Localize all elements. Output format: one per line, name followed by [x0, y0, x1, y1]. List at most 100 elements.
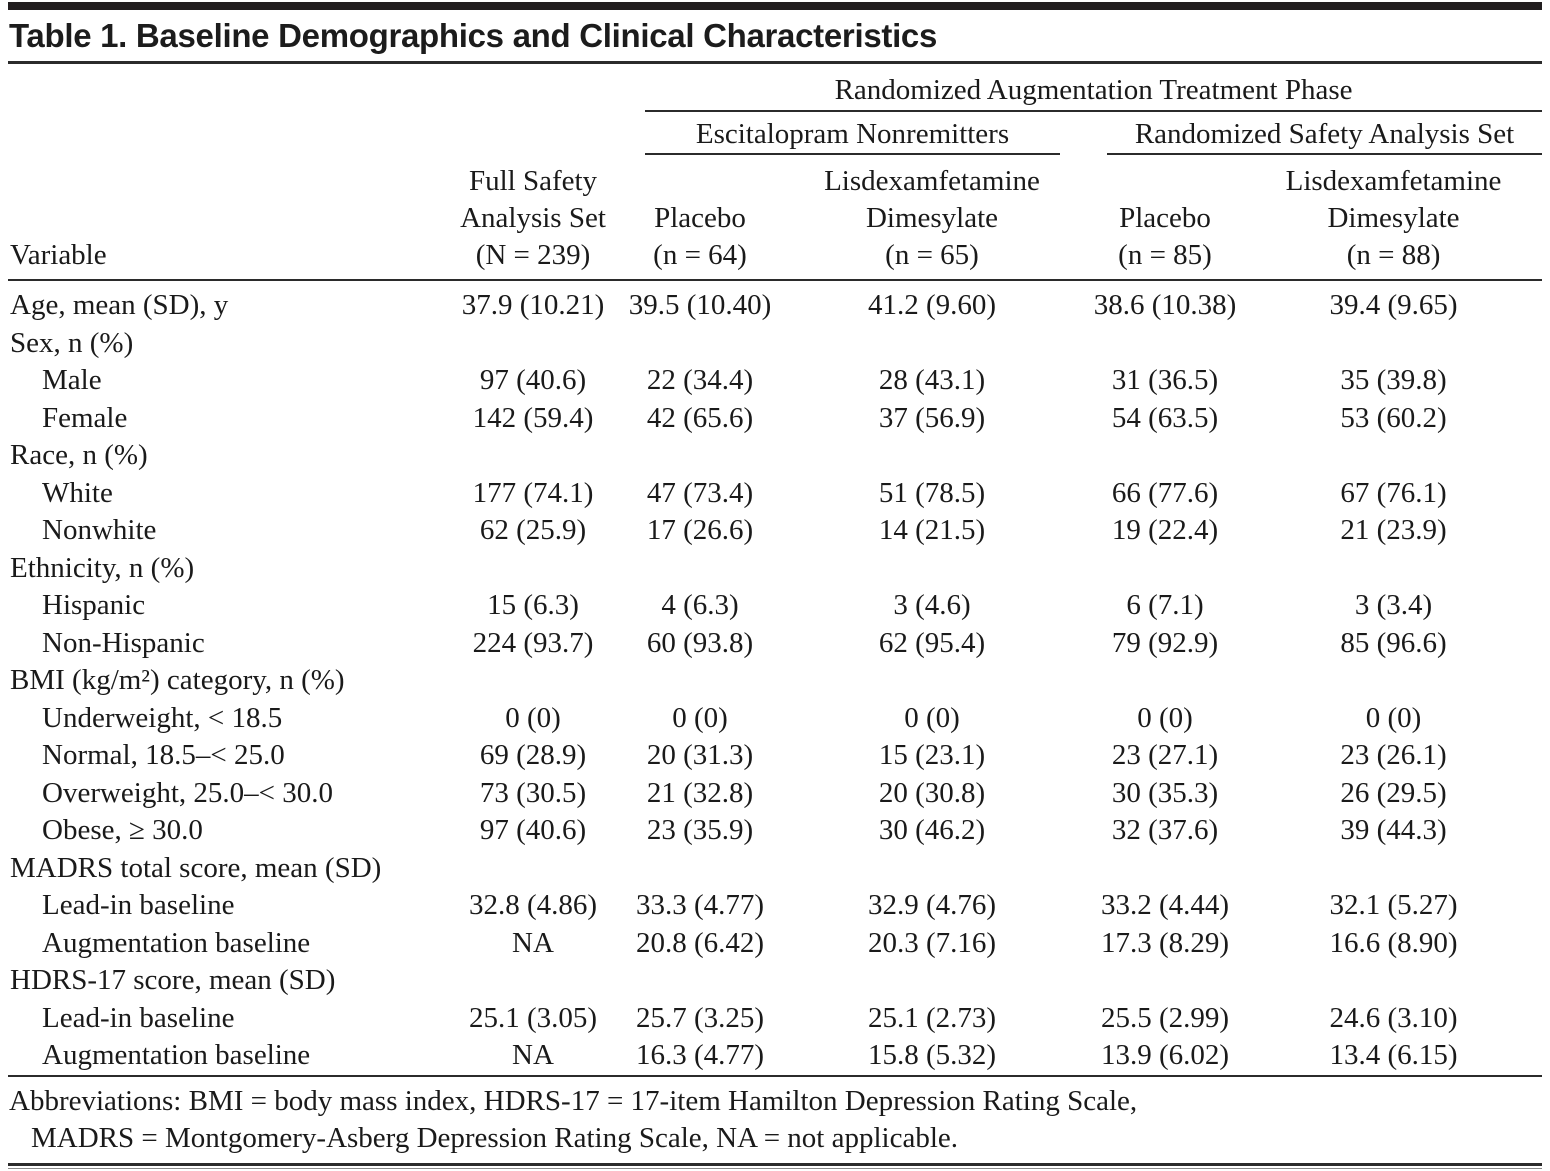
table-row: Ethnicity, n (%) [8, 550, 1542, 588]
row-label: Normal, 18.5–< 25.0 [42, 739, 285, 771]
table-row: Female 142 (59.4) 42 (65.6) 37 (56.9) 54 (63… [8, 400, 1542, 438]
cell-value: 13.9 (6.02) [1100, 1039, 1230, 1071]
cell-value [1085, 662, 1245, 700]
phase-header-label: Randomized Augmentation Treatment Phase [645, 74, 1543, 112]
cell-value [779, 550, 1085, 588]
phase-header-cell: Randomized Augmentation Treatment Phase [621, 64, 1543, 112]
cell-value [1245, 962, 1542, 1000]
cell-value: 54 (63.5) [1111, 401, 1219, 434]
cell-value [621, 550, 779, 588]
cell-value: 35 (39.8) [1340, 364, 1447, 396]
empty-header-cell [8, 64, 621, 112]
row-label: Ethnicity, n (%) [10, 551, 195, 584]
phase-header-row: Randomized Augmentation Treatment Phase [8, 64, 1543, 112]
cell-value [779, 662, 1085, 700]
cell-value: 4 (6.3) [661, 589, 739, 621]
cell-value [445, 550, 621, 588]
table-row: HDRS-17 score, mean (SD) [8, 962, 1542, 1000]
cell-value: 23 (35.9) [646, 814, 754, 846]
table-row: Nonwhite 62 (25.9) 17 (26.6) 14 (21.5) 19 (2… [8, 512, 1542, 550]
cell-value [445, 437, 621, 475]
table-row: Sex, n (%) [8, 325, 1542, 363]
table-row: Age, mean (SD), y 37.9 (10.21) 39.5 (10.40… [8, 280, 1542, 325]
cell-value: 39.5 (10.40) [628, 289, 772, 321]
table-row: Lead-in baseline 25.1 (3.05) 25.7 (3.25) 25… [8, 1000, 1542, 1038]
cell-value: 67 (76.1) [1340, 476, 1447, 509]
cell-value [1245, 325, 1542, 363]
cell-value: 177 (74.1) [472, 476, 594, 509]
cell-value: 0 (0) [904, 701, 960, 734]
table-row: Male 97 (40.6) 22 (34.4) 28 (43.1) 31 (36.5)… [8, 362, 1542, 400]
row-label: White [42, 476, 113, 509]
cell-value: 20.3 (7.16) [867, 926, 997, 959]
cell-value: 25.1 (3.05) [468, 1001, 598, 1034]
cell-value [445, 962, 621, 1000]
table-row: Non-Hispanic 224 (93.7) 60 (93.8) 62 (95.4)… [8, 625, 1542, 663]
cell-value: 32.1 (5.27) [1329, 889, 1458, 921]
table-row: Hispanic 15 (6.3) 4 (6.3) 3 (4.6) 6 (7.1) 3 (… [8, 587, 1542, 625]
cell-value: 51 (78.5) [878, 476, 986, 509]
table-row: Race, n (%) [8, 437, 1542, 475]
cell-value: 38.6 (10.38) [1093, 289, 1237, 321]
cell-value: 15.8 (5.32) [867, 1039, 997, 1071]
group-escitalopram-nonremitters: Escitalopram Nonremitters [621, 112, 1085, 155]
row-label: Augmentation baseline [42, 1039, 311, 1071]
table-row: Obese, ≥ 30.0 97 (40.6) 23 (35.9) 30 (46.2)… [8, 812, 1542, 850]
cell-value: 97 (40.6) [479, 364, 587, 396]
row-label: Male [42, 364, 102, 396]
table-body: Age, mean (SD), y 37.9 (10.21) 39.5 (10.40… [8, 280, 1542, 1075]
cell-value: 41.2 (9.60) [867, 289, 997, 321]
footnote-line-2: MADRS = Montgomery-Asberg Depression Rat… [31, 1122, 959, 1154]
row-label: Race, n (%) [10, 439, 148, 471]
cell-value: 0 (0) [1137, 701, 1193, 734]
cell-value: 85 (96.6) [1340, 626, 1447, 659]
cell-value: 33.3 (4.77) [635, 889, 765, 921]
cell-value [779, 437, 1085, 475]
cell-value: 23 (27.1) [1111, 739, 1219, 771]
cell-value [445, 662, 621, 700]
cell-value: 30 (35.3) [1111, 776, 1219, 809]
table-row: Underweight, < 18.5 0 (0) 0 (0) 0 (0) 0 (0) 0… [8, 700, 1542, 738]
table-header: Randomized Augmentation Treatment Phase … [8, 64, 1543, 281]
cell-value: NA [512, 1039, 554, 1071]
cell-value [621, 850, 779, 888]
cell-value: 16.3 (4.77) [635, 1039, 765, 1071]
table-row: Overweight, 25.0–< 30.0 73 (30.5) 21 (32.8… [8, 775, 1542, 813]
cell-value: 97 (40.6) [479, 814, 587, 846]
column-header-row: Variable Full Safety Analysis Set (N = 2… [8, 155, 1543, 281]
cell-value: 66 (77.6) [1111, 476, 1219, 509]
row-label: BMI (kg/m²) category, n (%) [10, 664, 345, 696]
cell-value: 13.4 (6.15) [1329, 1039, 1458, 1071]
group-right-label: Randomized Safety Analysis Set [1107, 118, 1543, 155]
cell-value: NA [512, 926, 554, 959]
cell-value: 0 (0) [1365, 701, 1422, 734]
table-row: BMI (kg/m²) category, n (%) [8, 662, 1542, 700]
row-label: Nonwhite [42, 514, 157, 546]
cell-value: 62 (95.4) [878, 626, 986, 659]
row-label: Non-Hispanic [42, 626, 205, 659]
cell-value [779, 962, 1085, 1000]
cell-value [1085, 325, 1245, 363]
demographics-table: Randomized Augmentation Treatment Phase … [8, 64, 1543, 1075]
cell-value: 19 (22.4) [1111, 514, 1219, 546]
cell-value: 79 (92.9) [1111, 626, 1219, 659]
row-label: MADRS total score, mean (SD) [10, 851, 382, 884]
table-row: White 177 (74.1) 47 (73.4) 51 (78.5) 66 (77.… [8, 475, 1542, 513]
group-randomized-safety-analysis-set: Randomized Safety Analysis Set [1085, 112, 1543, 155]
cell-value: 31 (36.5) [1111, 364, 1219, 396]
cell-value: 30 (46.2) [878, 814, 986, 846]
cell-value: 37.9 (10.21) [461, 289, 605, 321]
cell-value [1245, 437, 1542, 475]
empty-header-cell [8, 112, 621, 155]
cell-value [621, 962, 779, 1000]
row-label: Augmentation baseline [42, 926, 311, 959]
cell-value: 3 (4.6) [893, 589, 971, 621]
cell-value [1245, 850, 1542, 888]
column-header-variable: Variable [8, 155, 445, 281]
cell-value [621, 662, 779, 700]
cell-value: 24.6 (3.10) [1329, 1001, 1458, 1034]
cell-value: 39.4 (9.65) [1329, 289, 1458, 321]
footnote: Abbreviations: BMI = body mass index, HD… [8, 1074, 1542, 1166]
bottom-rule [8, 1167, 1542, 1169]
cell-value: 47 (73.4) [646, 476, 754, 509]
